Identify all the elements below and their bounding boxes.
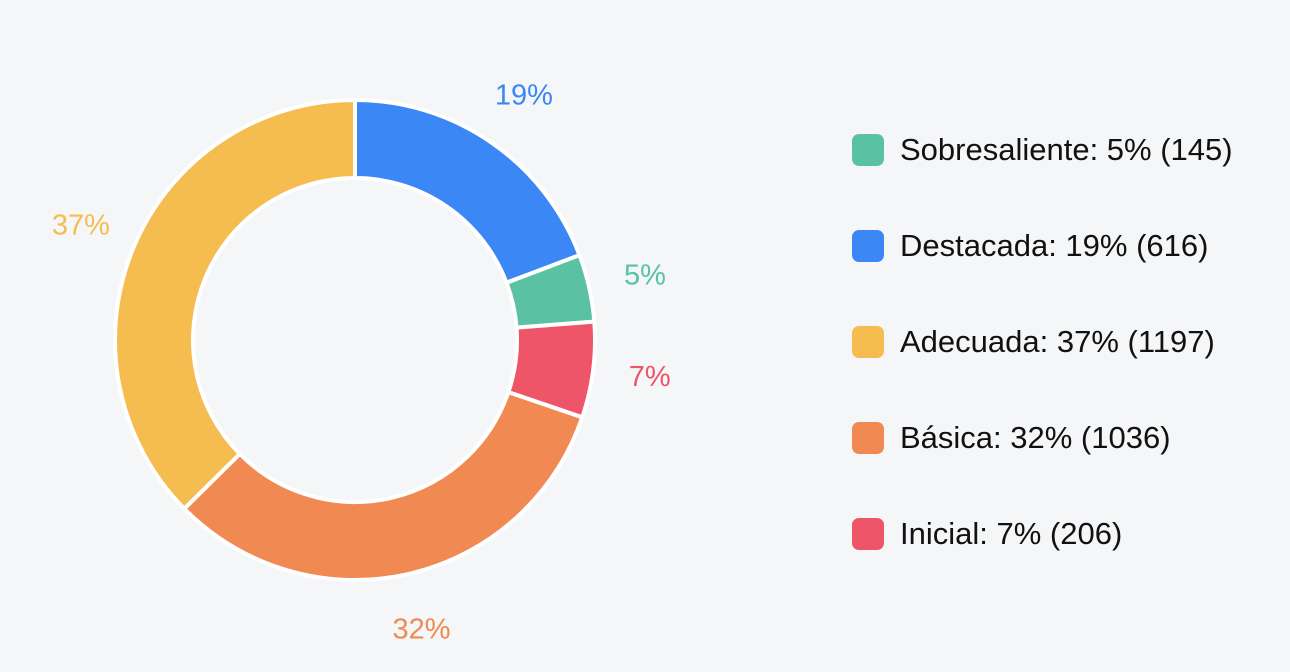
slice-adecuada[interactable]	[113, 98, 357, 511]
legend-label-inicial: Inicial: 7% (206)	[900, 516, 1123, 551]
donut-chart: 19% 5% 7% 32% 37%	[52, 80, 671, 646]
legend-swatch-basica	[852, 422, 884, 454]
legend-label-destacada: Destacada: 19% (616)	[900, 228, 1209, 263]
legend-swatch-adecuada	[852, 326, 884, 358]
legend-swatch-sobresaliente	[852, 134, 884, 166]
legend-item-inicial[interactable]: Inicial: 7% (206)	[852, 514, 1233, 554]
legend: Sobresaliente: 5% (145) Destacada: 19% (…	[852, 130, 1233, 610]
percent-label-inicial: 7%	[629, 361, 671, 393]
percent-label-basica: 32%	[392, 613, 450, 645]
slice-destacada[interactable]	[353, 98, 582, 285]
legend-swatch-inicial	[852, 518, 884, 550]
percent-labels: 19% 5% 7% 32% 37%	[52, 80, 671, 646]
legend-item-sobresaliente[interactable]: Sobresaliente: 5% (145)	[852, 130, 1233, 170]
donut-slices	[113, 98, 597, 582]
legend-item-destacada[interactable]: Destacada: 19% (616)	[852, 226, 1233, 266]
legend-item-adecuada[interactable]: Adecuada: 37% (1197)	[852, 322, 1233, 362]
legend-swatch-destacada	[852, 230, 884, 262]
legend-label-sobresaliente: Sobresaliente: 5% (145)	[900, 132, 1233, 167]
slice-basica[interactable]	[182, 390, 585, 582]
legend-label-adecuada: Adecuada: 37% (1197)	[900, 324, 1215, 359]
legend-label-basica: Básica: 32% (1036)	[900, 420, 1171, 455]
percent-label-adecuada: 37%	[52, 210, 110, 242]
legend-item-basica[interactable]: Básica: 32% (1036)	[852, 418, 1233, 458]
percent-label-destacada: 19%	[495, 80, 553, 112]
percent-label-sobresaliente: 5%	[624, 259, 666, 291]
